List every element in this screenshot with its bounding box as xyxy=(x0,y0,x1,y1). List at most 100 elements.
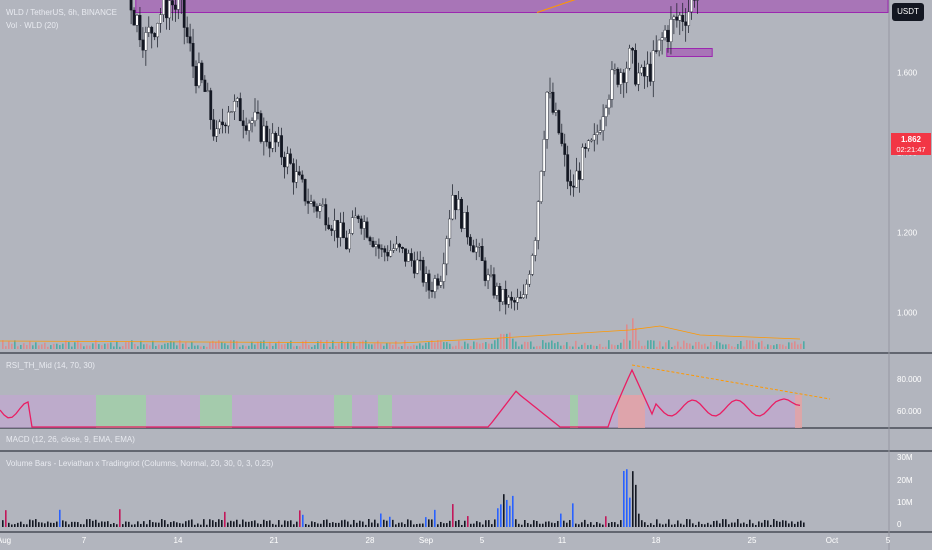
volume-column xyxy=(596,345,598,349)
candle-body xyxy=(563,143,567,155)
volume-bar xyxy=(722,519,724,527)
trendline[interactable] xyxy=(536,0,702,14)
volume-column xyxy=(728,344,730,349)
candle-body xyxy=(218,121,221,130)
countdown-timer: 02:21:47 xyxy=(896,145,925,154)
candle-body xyxy=(439,281,443,286)
volume-column xyxy=(395,341,397,349)
volume-bar xyxy=(608,523,610,527)
time-axis-ticks: Aug 7 14 21 28 Sep 5 11 18 25 Oct 5 xyxy=(0,536,891,545)
volume-column xyxy=(518,346,520,349)
volume-column xyxy=(599,343,601,349)
volume-column xyxy=(758,342,760,349)
volume-column xyxy=(671,346,673,349)
candle-body xyxy=(507,296,511,305)
volume-bar xyxy=(371,522,373,527)
volume-bar xyxy=(248,521,250,527)
volume-bar xyxy=(761,522,763,527)
volume-bar xyxy=(230,520,232,527)
candle-body xyxy=(687,11,691,26)
volume-bar xyxy=(251,521,253,527)
volume-bar xyxy=(185,521,187,527)
vol-tick-20m: 20M xyxy=(897,476,913,485)
volume-column xyxy=(17,346,19,349)
volume-bar xyxy=(308,524,310,527)
support-zone[interactable] xyxy=(666,48,713,57)
volume-column xyxy=(749,340,751,349)
time-tick: Sep xyxy=(419,536,434,545)
volume-legend[interactable]: Vol · WLD (20) xyxy=(6,21,59,30)
candle-body xyxy=(466,212,469,238)
candle-body xyxy=(129,0,133,11)
volume-column xyxy=(314,345,316,349)
candle-body xyxy=(657,39,661,51)
volume-column xyxy=(650,340,652,349)
volume-bar xyxy=(530,524,532,527)
volume-column xyxy=(14,340,16,349)
volume-column xyxy=(371,344,373,349)
candle-body xyxy=(392,248,396,251)
volume-bar xyxy=(344,519,346,527)
candle-body xyxy=(412,260,416,274)
volume-column xyxy=(272,345,274,349)
volume-bar xyxy=(8,522,10,527)
volume-bar xyxy=(80,524,82,527)
volume-column xyxy=(122,346,124,349)
volume-bar xyxy=(614,522,616,527)
volume-column xyxy=(236,341,238,349)
currency-button[interactable]: USDT xyxy=(892,3,924,21)
volume-bar xyxy=(53,522,55,527)
candle-body xyxy=(185,27,189,37)
volume-bar xyxy=(521,524,523,527)
volume-column xyxy=(71,346,73,349)
candle-body xyxy=(477,246,481,248)
symbol-legend[interactable]: WLD / TetherUS, 6h, BINANCE xyxy=(6,8,117,17)
volume-bar xyxy=(131,524,133,527)
volume-column xyxy=(803,341,805,349)
volume-column xyxy=(653,340,655,349)
candle-body xyxy=(250,120,254,124)
volume-bar xyxy=(113,523,115,527)
candle-body xyxy=(610,69,614,100)
volume-column xyxy=(251,341,253,349)
volume-column xyxy=(575,340,577,349)
volume-column xyxy=(629,340,631,349)
volume-bar xyxy=(461,524,463,527)
candle-body xyxy=(666,29,670,42)
volume-column xyxy=(356,346,358,349)
volume-column xyxy=(449,343,451,349)
volume-column xyxy=(692,345,694,349)
volume-column xyxy=(197,345,199,349)
volume-column xyxy=(644,345,646,349)
candle-body xyxy=(194,66,198,87)
volume-column xyxy=(794,341,796,349)
volume-column xyxy=(443,342,445,349)
volume-bar xyxy=(296,521,298,527)
candle-body xyxy=(407,253,410,262)
volume-bar xyxy=(284,520,286,527)
candle-body xyxy=(188,36,192,44)
candle-body xyxy=(156,23,160,38)
volume-bar xyxy=(527,523,529,527)
rsi-title[interactable]: RSI_TH_Mid (14, 70, 30) xyxy=(6,361,95,370)
volume-bar xyxy=(581,522,583,527)
volume-column xyxy=(374,343,376,349)
volume-bars-title[interactable]: Volume Bars - Leviathan x Tradingriot (C… xyxy=(6,459,274,468)
macd-title[interactable]: MACD (12, 26, close, 9, EMA, EMA) xyxy=(6,435,135,444)
volume-bar xyxy=(758,521,760,527)
resistance-zone[interactable] xyxy=(135,0,889,13)
volume-bar xyxy=(110,524,112,527)
volume-bar xyxy=(47,521,49,527)
candle-body xyxy=(371,240,375,247)
volume-column xyxy=(539,346,541,349)
candle-body xyxy=(595,132,599,135)
volume-bar xyxy=(221,520,223,527)
volume-bar xyxy=(440,521,442,527)
volume-column xyxy=(113,346,115,349)
volume-column xyxy=(440,340,442,349)
candle-body xyxy=(173,4,177,10)
volume-bar xyxy=(524,520,526,527)
volume-bar xyxy=(749,519,751,527)
volume-bar xyxy=(29,519,31,527)
